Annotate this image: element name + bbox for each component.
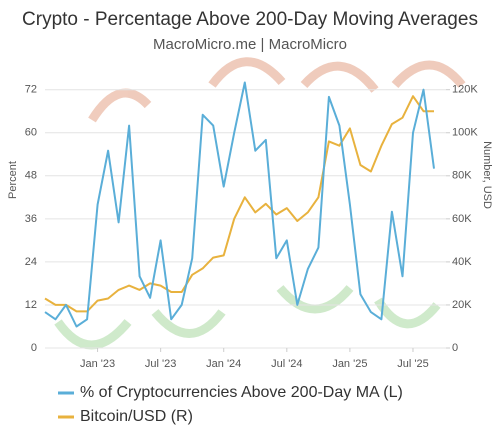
peak-arrow — [300, 61, 379, 93]
y2-tick-label: 20K — [452, 299, 472, 311]
y-axis-title: Percent — [7, 161, 19, 199]
y2-tick-label: 60K — [452, 213, 472, 225]
peak-arrow — [208, 57, 286, 88]
y-tick-label: 0 — [31, 342, 37, 354]
trough-arrow — [374, 297, 441, 329]
chart-title: Crypto - Percentage Above 200-Day Moving… — [22, 9, 478, 30]
series-line — [44, 95, 434, 313]
y-tick-label: 24 — [25, 256, 37, 268]
peak-arrow — [391, 60, 466, 89]
arrows — [54, 57, 466, 350]
y-tick-label: 48 — [25, 170, 37, 182]
trough-arrow — [54, 319, 132, 350]
y2-tick-label: 0 — [452, 342, 458, 354]
y2-axis-title: Number, USD — [481, 141, 493, 209]
x-tick-label: Jul '23 — [145, 358, 176, 370]
y-tick-label: 36 — [25, 213, 37, 225]
chart-subtitle: MacroMicro.me | MacroMicro — [153, 36, 347, 53]
y2-tick-label: 80K — [452, 170, 472, 182]
y-tick-label: 72 — [25, 84, 37, 96]
trough-arrow — [276, 285, 354, 314]
peak-arrow — [88, 88, 152, 123]
legend-label: % of Cryptocurrencies Above 200-Day MA (… — [80, 384, 403, 401]
x-tick-label: Jan '25 — [332, 358, 367, 370]
x-tick-label: Jan '23 — [80, 358, 115, 370]
y-tick-label: 12 — [25, 299, 37, 311]
legend-label: Bitcoin/USD (R) — [80, 408, 193, 425]
series-line — [44, 81, 435, 328]
y2-tick-label: 100K — [452, 127, 478, 139]
x-tick-label: Jul '25 — [397, 358, 428, 370]
y-tick-label: 60 — [25, 127, 37, 139]
x-tick-label: Jan '24 — [206, 358, 241, 370]
y2-tick-label: 120K — [452, 84, 478, 96]
x-tick-label: Jul '24 — [271, 358, 302, 370]
y2-tick-label: 40K — [452, 256, 472, 268]
trough-arrow — [151, 309, 226, 338]
